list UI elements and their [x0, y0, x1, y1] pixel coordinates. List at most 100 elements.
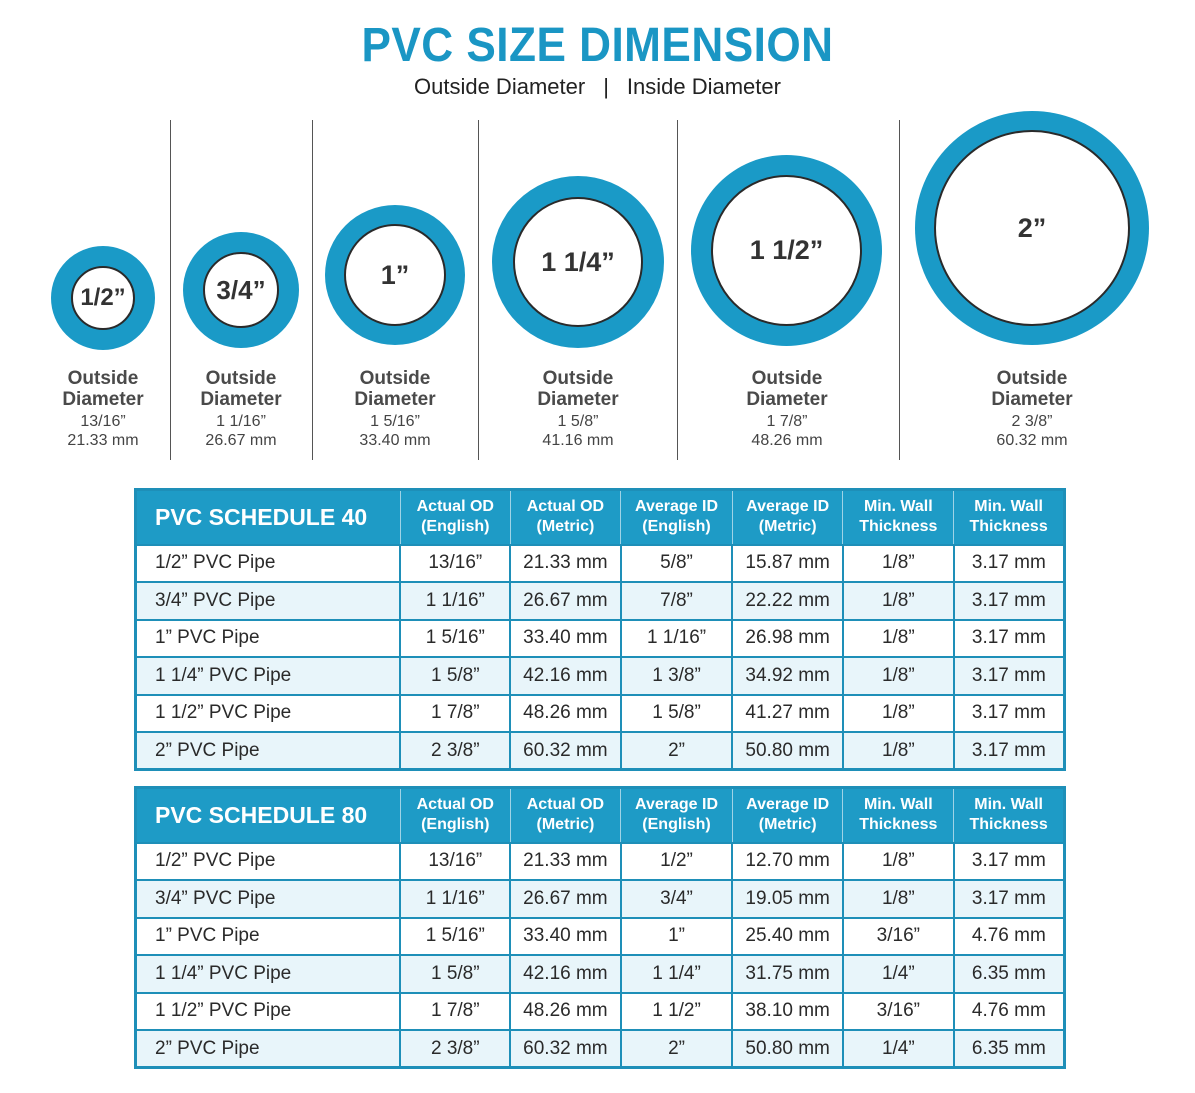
- cell: 1 3/8”: [619, 656, 733, 695]
- cell: 6.35 mm: [952, 954, 1065, 993]
- cell: 3/4”: [619, 879, 733, 918]
- cell: 2 3/8”: [399, 1029, 511, 1068]
- od-metric: 41.16 mm: [542, 432, 614, 449]
- cell: 2 3/8”: [399, 731, 511, 770]
- cell: 1/8”: [841, 618, 954, 657]
- pipe-diagram-two-inch: 2”: [915, 111, 1149, 345]
- cell: 1 5/8”: [399, 656, 511, 695]
- cell: 26.67 mm: [509, 879, 621, 918]
- od-metric: 33.40 mm: [359, 432, 431, 449]
- cell-pipe-name: 1 1/4” PVC Pipe: [135, 954, 401, 993]
- column-header: Actual OD (Metric): [509, 787, 621, 843]
- cell: 1 5/8”: [399, 954, 511, 993]
- table-title: PVC SCHEDULE 80: [135, 787, 401, 843]
- pipe-diagram-one-and-half-inch: 1 1/2”: [691, 155, 882, 346]
- cell: 19.05 mm: [731, 879, 843, 918]
- od-english: 13/16”: [80, 413, 126, 430]
- cell: 2”: [619, 1029, 733, 1068]
- od-label-line2: Diameter: [537, 389, 619, 410]
- column-header: Min. Wall Thickness: [842, 787, 954, 843]
- cell-pipe-name: 3/4” PVC Pipe: [135, 581, 401, 620]
- pipe-size-label: 1 1/4”: [513, 197, 643, 327]
- cell: 1 5/16”: [399, 916, 511, 955]
- od-label-line1: Outside: [751, 368, 823, 389]
- od-info-one-and-half-inch: Outside Diameter 1 7/8” 48.26 mm: [707, 368, 867, 450]
- table-row: 3/4” PVC Pipe 1 1/16” 26.67 mm 3/4” 19.0…: [135, 879, 1065, 918]
- od-english: 1 5/8”: [557, 413, 599, 430]
- cell: 3.17 mm: [952, 618, 1065, 657]
- schedule-40-table: PVC SCHEDULE 40 Actual OD (English) Actua…: [134, 488, 1066, 771]
- pipe-size-label: 1 1/2”: [711, 175, 862, 326]
- subtitle-separator: |: [603, 74, 609, 99]
- cell: 50.80 mm: [731, 731, 843, 770]
- table-header-row: PVC SCHEDULE 40 Actual OD (English) Actua…: [135, 489, 1065, 545]
- pipe-size-label: 1/2”: [71, 266, 135, 330]
- cell-pipe-name: 1” PVC Pipe: [135, 916, 401, 955]
- cell: 3/16”: [841, 916, 954, 955]
- od-english: 1 5/16”: [370, 413, 420, 430]
- cell: 1/8”: [841, 693, 954, 732]
- cell-pipe-name: 3/4” PVC Pipe: [135, 879, 401, 918]
- od-label-line2: Diameter: [354, 389, 436, 410]
- table-row: 1” PVC Pipe 1 5/16” 33.40 mm 1 1/16” 26.…: [135, 618, 1065, 657]
- table-row: 1” PVC Pipe 1 5/16” 33.40 mm 1” 25.40 mm…: [135, 916, 1065, 955]
- table-row: 1/2” PVC Pipe 13/16” 21.33 mm 1/2” 12.70…: [135, 841, 1065, 880]
- cell: 1/8”: [841, 841, 954, 880]
- cell: 1”: [619, 916, 733, 955]
- cell: 21.33 mm: [509, 841, 621, 880]
- cell: 48.26 mm: [509, 693, 621, 732]
- cell: 1 1/16”: [619, 618, 733, 657]
- cell: 1/2”: [619, 841, 733, 880]
- page-title: PVC SIZE DIMENSION: [361, 19, 834, 72]
- column-header: Average ID (Metric): [731, 489, 843, 545]
- cell: 4.76 mm: [952, 991, 1065, 1030]
- column-header: Actual OD (English): [399, 489, 511, 545]
- od-english: 2 3/8”: [1011, 413, 1053, 430]
- table-row: 2” PVC Pipe 2 3/8” 60.32 mm 2” 50.80 mm …: [135, 1029, 1065, 1068]
- column-divider: [677, 120, 678, 460]
- od-label-line1: Outside: [359, 368, 431, 389]
- od-label-line1: Outside: [542, 368, 614, 389]
- pipe-size-label: 2”: [934, 130, 1130, 326]
- cell: 60.32 mm: [509, 731, 621, 770]
- cell: 1 1/16”: [399, 581, 511, 620]
- cell: 6.35 mm: [952, 1029, 1065, 1068]
- cell: 1/8”: [841, 656, 954, 695]
- cell: 48.26 mm: [509, 991, 621, 1030]
- cell: 33.40 mm: [509, 916, 621, 955]
- od-english: 1 1/16”: [216, 413, 266, 430]
- cell: 21.33 mm: [509, 543, 621, 582]
- cell: 38.10 mm: [731, 991, 843, 1030]
- pipe-diagram-one-and-quarter-inch: 1 1/4”: [492, 176, 664, 348]
- column-divider: [478, 120, 479, 460]
- cell: 13/16”: [399, 543, 511, 582]
- column-header: Min. Wall Thickness: [953, 489, 1065, 545]
- column-header: Min. Wall Thickness: [842, 489, 954, 545]
- column-header: Average ID (English): [620, 787, 733, 843]
- cell: 42.16 mm: [509, 954, 621, 993]
- column-header: Actual OD (English): [399, 787, 511, 843]
- table-row: 3/4” PVC Pipe 1 1/16” 26.67 mm 7/8” 22.2…: [135, 581, 1065, 620]
- cell-pipe-name: 1/2” PVC Pipe: [135, 543, 401, 582]
- cell: 1/8”: [841, 581, 954, 620]
- column-header: Average ID (Metric): [731, 787, 843, 843]
- od-label-line2: Diameter: [746, 389, 828, 410]
- cell: 3.17 mm: [952, 581, 1065, 620]
- table-row: 1/2” PVC Pipe 13/16” 21.33 mm 5/8” 15.87…: [135, 543, 1065, 582]
- cell: 1/8”: [841, 543, 954, 582]
- cell-pipe-name: 1 1/2” PVC Pipe: [135, 991, 401, 1030]
- column-divider: [899, 120, 900, 460]
- cell: 3/16”: [841, 991, 954, 1030]
- od-label-line1: Outside: [67, 368, 139, 389]
- od-info-half-inch: Outside Diameter 13/16” 21.33 mm: [23, 368, 183, 450]
- cell: 1/8”: [841, 731, 954, 770]
- cell-pipe-name: 2” PVC Pipe: [135, 1029, 401, 1068]
- cell: 7/8”: [619, 581, 733, 620]
- cell: 1 1/2”: [619, 991, 733, 1030]
- od-info-one-and-quarter-inch: Outside Diameter 1 5/8” 41.16 mm: [498, 368, 658, 450]
- pipe-size-label: 3/4”: [203, 252, 279, 328]
- cell: 1 7/8”: [399, 693, 511, 732]
- cell: 60.32 mm: [509, 1029, 621, 1068]
- table-title: PVC SCHEDULE 40: [135, 489, 401, 545]
- od-label-line2: Diameter: [200, 389, 282, 410]
